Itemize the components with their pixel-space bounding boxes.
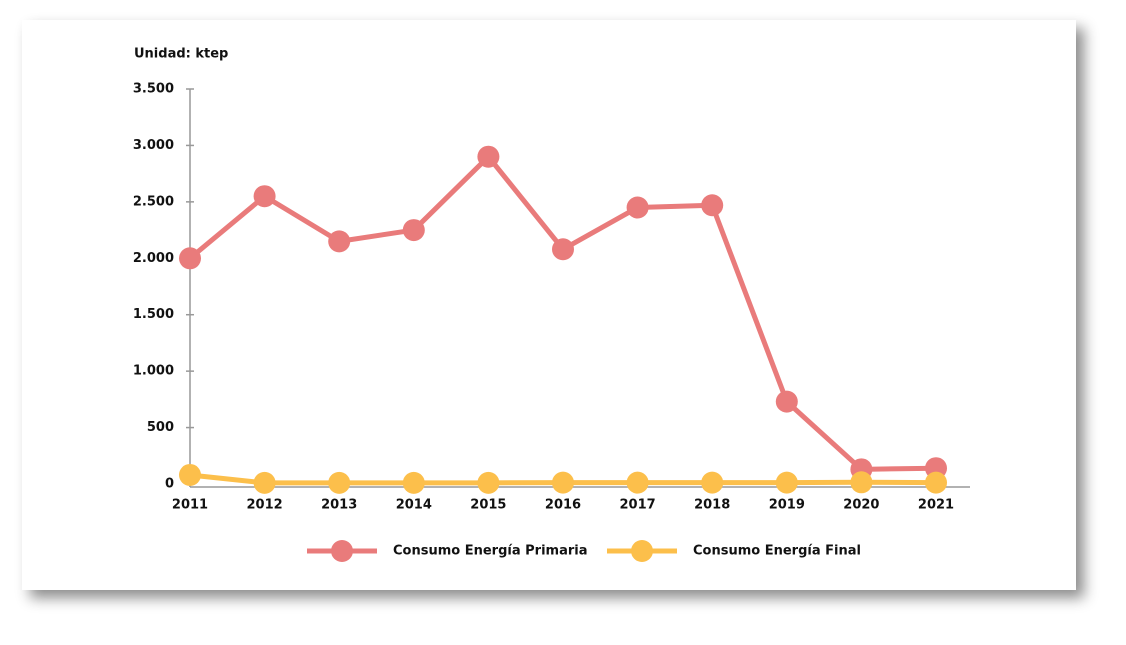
- x-tick-label: 2019: [769, 498, 805, 513]
- data-point: [850, 471, 873, 494]
- x-tick-label: 2012: [247, 498, 283, 513]
- y-tick-label: 0: [165, 477, 174, 492]
- legend-label: Consumo Energía Final: [693, 544, 861, 559]
- data-point: [775, 471, 798, 494]
- data-point: [253, 185, 276, 208]
- legend-marker: [331, 540, 353, 562]
- data-point: [402, 471, 425, 494]
- y-tick-label: 2.000: [133, 251, 174, 266]
- y-axis-unit: Unidad: ktep: [134, 47, 228, 62]
- data-point: [626, 471, 649, 494]
- data-point: [477, 471, 500, 494]
- data-point: [253, 471, 276, 494]
- x-tick-label: 2018: [694, 498, 730, 513]
- x-tick-label: 2014: [396, 498, 432, 513]
- data-point: [925, 471, 947, 494]
- x-tick-label: 2017: [620, 498, 656, 513]
- x-tick-label: 2016: [545, 498, 581, 513]
- data-point: [328, 230, 351, 253]
- x-tick-label: 2013: [321, 498, 357, 513]
- data-point: [179, 463, 201, 486]
- data-point: [626, 196, 649, 219]
- x-tick-label: 2020: [843, 498, 879, 513]
- y-tick-label: 3.000: [133, 138, 174, 153]
- x-tick-label: 2015: [470, 498, 506, 513]
- x-tick-label: 2011: [172, 498, 208, 513]
- data-point: [552, 471, 574, 494]
- y-tick-label: 1.000: [133, 364, 174, 379]
- y-tick-label: 1.500: [133, 307, 174, 322]
- legend-label: Consumo Energía Primaria: [393, 544, 588, 559]
- x-tick-label: 2021: [918, 498, 954, 513]
- data-point: [701, 471, 724, 494]
- data-point: [552, 238, 574, 261]
- legend-marker: [631, 540, 653, 562]
- card: [22, 20, 1076, 590]
- data-point: [775, 390, 798, 413]
- y-tick-label: 500: [147, 420, 174, 435]
- data-point: [701, 194, 724, 217]
- y-tick-label: 3.500: [133, 82, 174, 97]
- data-point: [477, 145, 500, 168]
- data-point: [328, 471, 351, 494]
- data-point: [402, 219, 425, 242]
- y-tick-label: 2.500: [133, 194, 174, 209]
- data-point: [179, 247, 201, 270]
